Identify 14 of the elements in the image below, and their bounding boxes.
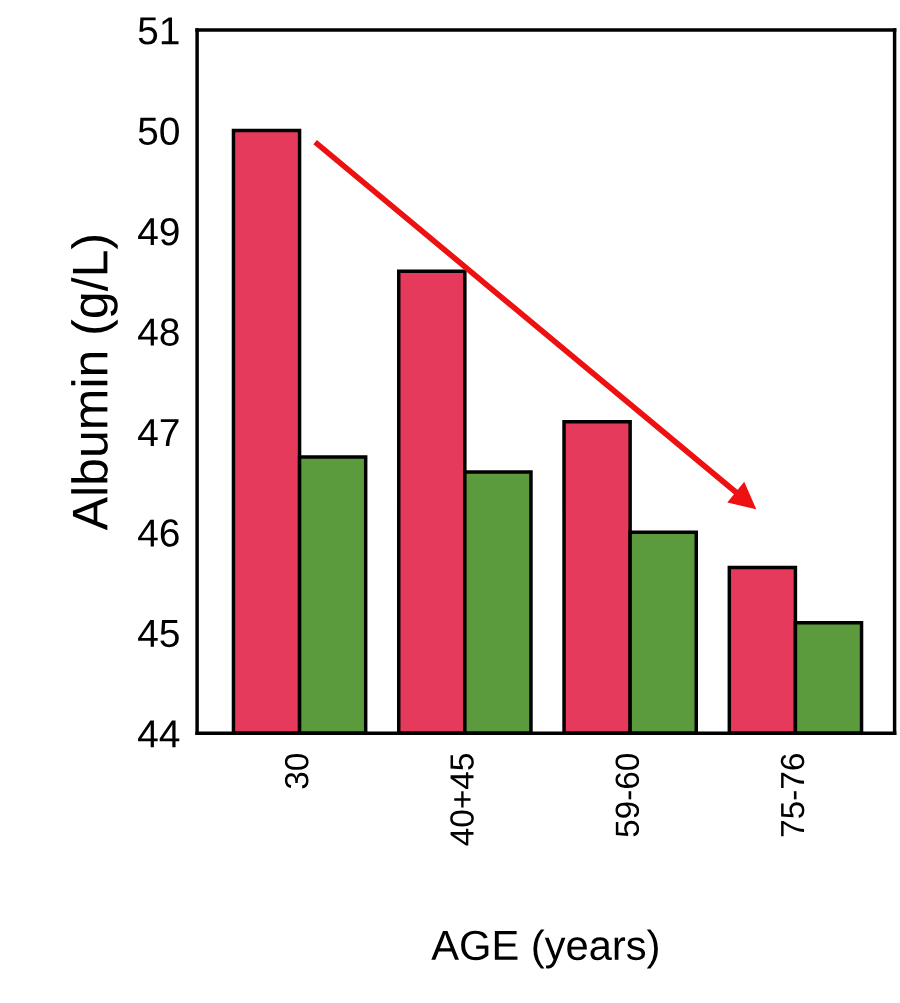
y-tick-label: 47 bbox=[138, 419, 179, 446]
y-tick-label: 44 bbox=[138, 720, 180, 748]
y-tick-label: 49 bbox=[138, 217, 179, 246]
y-tick-label: 50 bbox=[138, 117, 179, 146]
y-tick-label: 48 bbox=[138, 318, 179, 346]
x-tick-label: 59-60 bbox=[615, 753, 640, 837]
y-tick-label: 46 bbox=[138, 519, 179, 547]
y-axis-title: Albumin (g/L) bbox=[71, 236, 118, 531]
y-tick-label: 51 bbox=[138, 17, 179, 45]
y-tick-label: 45 bbox=[138, 620, 179, 648]
x-tick-label: 75-76 bbox=[780, 754, 805, 837]
x-tick-label: 30 bbox=[284, 753, 309, 789]
x-tick-label: 40+45 bbox=[450, 754, 474, 846]
x-axis-title: AGE (years) bbox=[431, 929, 658, 969]
